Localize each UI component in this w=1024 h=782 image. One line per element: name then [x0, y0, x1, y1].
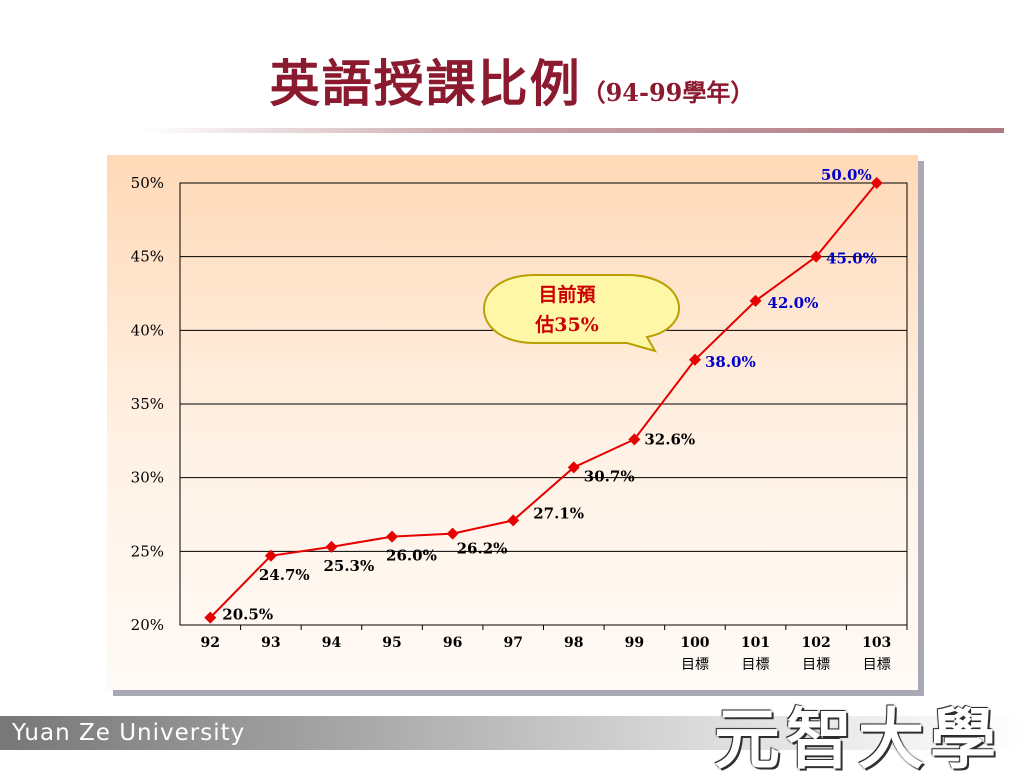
x-tick-label: 100 — [680, 635, 709, 651]
y-tick-label: 50% — [131, 174, 164, 192]
data-point-marker — [386, 530, 399, 543]
y-tick-label: 20% — [131, 616, 164, 634]
data-label: 24.7% — [259, 566, 310, 584]
data-label: 50.0% — [821, 166, 872, 184]
data-point-marker — [325, 540, 338, 553]
x-tick-sublabel: 目標 — [742, 657, 770, 673]
x-tick-label: 92 — [201, 635, 220, 651]
data-point-marker — [870, 177, 883, 189]
data-point-marker — [628, 433, 641, 446]
slide-title: 英語授課比例 — [269, 55, 582, 113]
callout-bubble — [483, 274, 680, 353]
x-tick-label: 93 — [261, 635, 280, 651]
data-point-marker — [810, 250, 823, 263]
slide-subtitle: （94-99學年） — [581, 78, 755, 107]
y-tick-label: 35% — [131, 395, 164, 413]
y-tick-label: 30% — [131, 469, 164, 487]
callout-line2: 估35% — [534, 313, 599, 336]
chart-area: 20% 25% 30% 35% 40% 45% 50% 92 93 94 95 96 97 98 99 100… — [107, 155, 918, 690]
slide-title-block: 英語授課比例（94-99學年） — [0, 44, 1024, 116]
x-tick-label: 95 — [382, 635, 401, 651]
data-label: 42.0% — [768, 294, 819, 312]
footer-university-name: Yuan Ze University — [12, 720, 246, 746]
x-tick-sublabel: 目標 — [863, 657, 891, 673]
callout-line1: 目前預 — [538, 283, 596, 306]
data-point-marker — [264, 549, 277, 562]
x-tick-label: 102 — [802, 635, 831, 651]
x-tick-label: 94 — [322, 635, 342, 651]
data-point-marker — [446, 527, 459, 540]
data-point-marker — [507, 514, 520, 527]
data-label: 30.7% — [584, 467, 635, 485]
title-divider — [140, 128, 1004, 133]
x-tick-sublabel: 目標 — [681, 657, 709, 673]
line-chart: 20% 25% 30% 35% 40% 45% 50% 92 93 94 95 96 97 98 99 100… — [131, 166, 908, 673]
x-tick-label: 103 — [862, 635, 891, 651]
x-tick-label: 98 — [564, 635, 583, 651]
data-point-marker — [567, 461, 580, 474]
university-logo-text: 元智大學 — [714, 700, 1002, 778]
data-point-marker — [204, 611, 217, 624]
data-label: 45.0% — [826, 250, 877, 268]
y-tick-label: 45% — [131, 248, 164, 266]
data-label: 38.0% — [705, 353, 756, 371]
y-tick-label: 40% — [131, 321, 164, 339]
data-label: 32.6% — [644, 430, 695, 448]
x-tick-label: 101 — [741, 635, 770, 651]
footer-bar — [0, 716, 1024, 750]
data-label: 25.3% — [323, 557, 374, 575]
x-tick-label: 99 — [625, 635, 644, 651]
data-label: 20.5% — [222, 606, 273, 624]
series-line — [209, 182, 878, 619]
x-tick-sublabel: 目標 — [802, 657, 830, 673]
y-tick-label: 25% — [131, 542, 164, 560]
data-point-marker — [749, 294, 762, 307]
x-tick-label: 97 — [503, 635, 522, 651]
x-tick-label: 96 — [443, 635, 462, 651]
data-label: 26.0% — [386, 547, 437, 565]
data-label: 26.2% — [457, 540, 508, 558]
data-label: 27.1% — [533, 504, 584, 522]
data-point-marker — [688, 353, 701, 366]
